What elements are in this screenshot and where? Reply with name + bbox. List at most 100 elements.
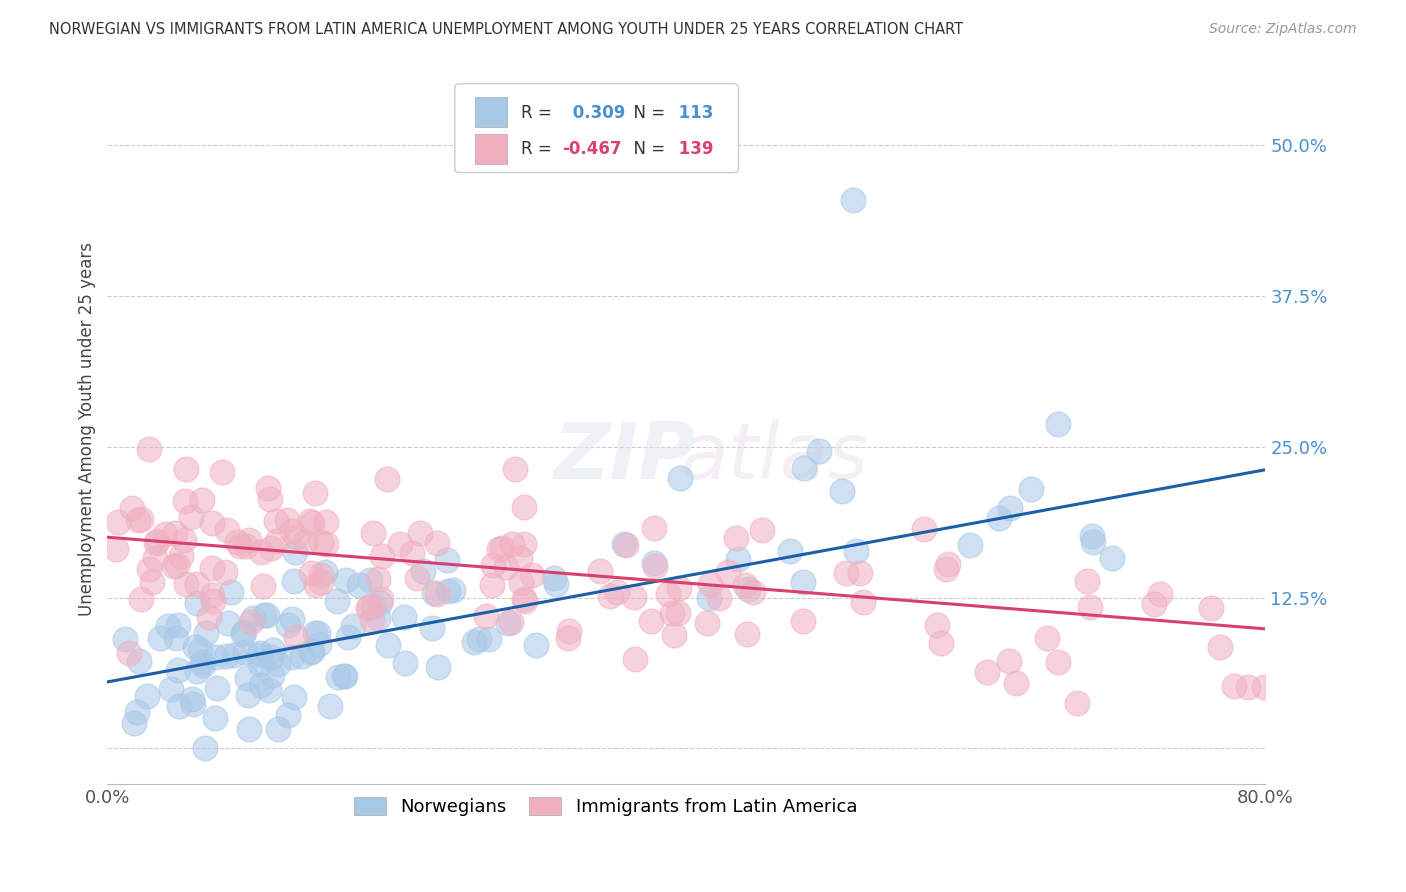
Point	[257, 683, 280, 698]
Point	[807, 444, 830, 458]
Point	[998, 654, 1021, 668]
Point	[367, 572, 389, 586]
Point	[1101, 551, 1123, 566]
Point	[959, 537, 981, 551]
Point	[107, 515, 129, 529]
Point	[927, 618, 949, 632]
Point	[793, 461, 815, 475]
Point	[299, 566, 322, 580]
Point	[299, 645, 322, 659]
Point	[557, 632, 579, 646]
Point	[792, 614, 814, 628]
Y-axis label: Unemployment Among Youth under 25 years: Unemployment Among Youth under 25 years	[79, 242, 96, 615]
Point	[262, 643, 284, 657]
Point	[501, 537, 523, 551]
Point	[406, 571, 429, 585]
Point	[167, 663, 190, 677]
Point	[624, 652, 647, 666]
Point	[852, 595, 875, 609]
Point	[475, 609, 498, 624]
Point	[976, 665, 998, 679]
Point	[599, 589, 621, 603]
Point	[1035, 632, 1057, 646]
Point	[174, 462, 197, 476]
Point	[260, 541, 283, 556]
Point	[661, 606, 683, 620]
Point	[238, 533, 260, 547]
Point	[284, 544, 307, 558]
Point	[249, 646, 271, 660]
Point	[842, 193, 865, 207]
Point	[496, 616, 519, 631]
Point	[392, 610, 415, 624]
Point	[222, 648, 245, 663]
Point	[309, 534, 332, 549]
Point	[267, 657, 290, 671]
Point	[145, 534, 167, 549]
Point	[145, 536, 167, 550]
Point	[401, 546, 423, 560]
Point	[727, 552, 749, 566]
Point	[513, 594, 536, 608]
Point	[186, 664, 208, 678]
Point	[513, 536, 536, 550]
Point	[266, 533, 288, 548]
Point	[247, 648, 270, 662]
Point	[1019, 482, 1042, 496]
Point	[481, 578, 503, 592]
Point	[696, 615, 718, 630]
Point	[935, 562, 957, 576]
Point	[190, 643, 212, 657]
Point	[159, 681, 181, 696]
Point	[173, 533, 195, 547]
Point	[281, 612, 304, 626]
Point	[337, 630, 360, 644]
Point	[1237, 680, 1260, 694]
Point	[657, 587, 679, 601]
Point	[195, 625, 218, 640]
Point	[315, 516, 337, 530]
Point	[194, 741, 217, 756]
Point	[155, 527, 177, 541]
Point	[236, 671, 259, 685]
Point	[294, 535, 316, 549]
Point	[283, 690, 305, 704]
Point	[238, 722, 260, 736]
Point	[291, 648, 314, 663]
Point	[253, 608, 276, 623]
Text: 113: 113	[672, 103, 713, 121]
Point	[207, 681, 229, 695]
Point	[912, 522, 935, 536]
Point	[170, 549, 193, 564]
Point	[181, 697, 204, 711]
Point	[283, 574, 305, 589]
Point	[361, 525, 384, 540]
Point	[606, 585, 628, 599]
Point	[204, 711, 226, 725]
Point	[640, 614, 662, 628]
Point	[301, 644, 323, 658]
Legend: Norwegians, Immigrants from Latin America: Norwegians, Immigrants from Latin Americ…	[344, 788, 866, 825]
Point	[156, 619, 179, 633]
Point	[441, 582, 464, 597]
Point	[191, 493, 214, 508]
Point	[276, 513, 298, 527]
Point	[281, 524, 304, 538]
Point	[697, 591, 720, 606]
Point	[834, 566, 856, 580]
FancyBboxPatch shape	[474, 97, 508, 127]
Point	[509, 576, 531, 591]
Point	[481, 558, 503, 573]
Point	[669, 471, 692, 485]
Point	[257, 482, 280, 496]
Point	[707, 591, 730, 606]
Point	[668, 581, 690, 595]
Point	[367, 611, 389, 625]
Point	[201, 594, 224, 608]
Point	[929, 635, 952, 649]
Text: R =: R =	[520, 140, 551, 159]
Point	[509, 551, 531, 566]
Point	[426, 535, 449, 549]
Point	[1000, 501, 1022, 516]
Point	[359, 573, 381, 587]
